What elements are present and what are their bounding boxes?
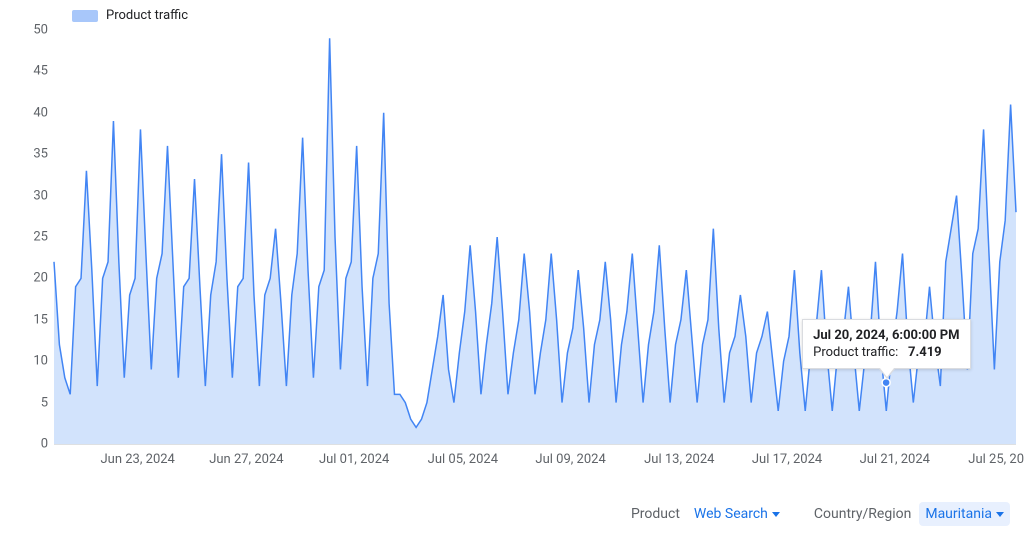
selector-bar: Product Web Search Country/Region Maurit… (631, 502, 1010, 526)
region-selector-label: Country/Region (814, 506, 911, 522)
chevron-down-icon (772, 512, 780, 517)
region-selector[interactable]: Mauritania (919, 502, 1010, 526)
legend-label: Product traffic (106, 8, 188, 23)
x-tick-label: Jul 05, 2024 (428, 452, 498, 467)
tooltip-timestamp: Jul 20, 2024, 6:00:00 PM (813, 328, 959, 343)
chart-container: Product traffic 0 5 10 15 20 25 30 35 40 45 50 Jul… (0, 0, 1024, 494)
y-axis-ticks: 05101520253035404550 (0, 30, 48, 444)
x-tick-label: Jul 17, 2024 (752, 452, 822, 467)
tooltip-metric-label: Product traffic: (813, 345, 898, 360)
chart-plot-area[interactable]: Jul 20, 2024, 6:00:00 PM Product traffic… (54, 30, 1016, 444)
product-selector-label: Product (631, 506, 680, 522)
tooltip-value: 7.419 (908, 345, 942, 360)
y-tick-label: 5 (0, 395, 48, 410)
x-tick-label: Jul 09, 2024 (535, 452, 605, 467)
y-tick-label: 15 (0, 312, 48, 327)
y-tick-label: 45 (0, 64, 48, 79)
x-tick-label: Jul 13, 2024 (644, 452, 714, 467)
product-selector-value: Web Search (694, 506, 768, 522)
y-tick-label: 50 (0, 23, 48, 38)
x-axis-ticks: Jun 23, 2024 Jun 27, 2024 Jul 01, 2024 Jul … (54, 452, 1016, 472)
y-tick-label: 20 (0, 271, 48, 286)
region-selector-value: Mauritania (925, 506, 992, 522)
chart-tooltip: Jul 20, 2024, 6:00:00 PM Product traffic… (802, 319, 970, 369)
tooltip-pointer (880, 368, 894, 377)
y-tick-label: 0 (0, 437, 48, 452)
x-tick-label: Jun 23, 2024 (101, 452, 175, 467)
x-tick-label: Jul 01, 2024 (319, 452, 389, 467)
y-tick-label: 25 (0, 230, 48, 245)
chevron-down-icon (996, 512, 1004, 517)
x-tick-label: Jun 27, 2024 (209, 452, 283, 467)
y-tick-label: 10 (0, 354, 48, 369)
product-selector[interactable]: Web Search (688, 502, 786, 526)
y-tick-label: 40 (0, 105, 48, 120)
y-tick-label: 35 (0, 147, 48, 162)
legend-swatch (72, 10, 98, 22)
y-tick-label: 30 (0, 188, 48, 203)
x-tick-label: Jul 25, 2024 (968, 452, 1024, 467)
chart-svg (54, 30, 1016, 444)
chart-legend: Product traffic (72, 8, 188, 23)
x-tick-label: Jul 21, 2024 (860, 452, 930, 467)
